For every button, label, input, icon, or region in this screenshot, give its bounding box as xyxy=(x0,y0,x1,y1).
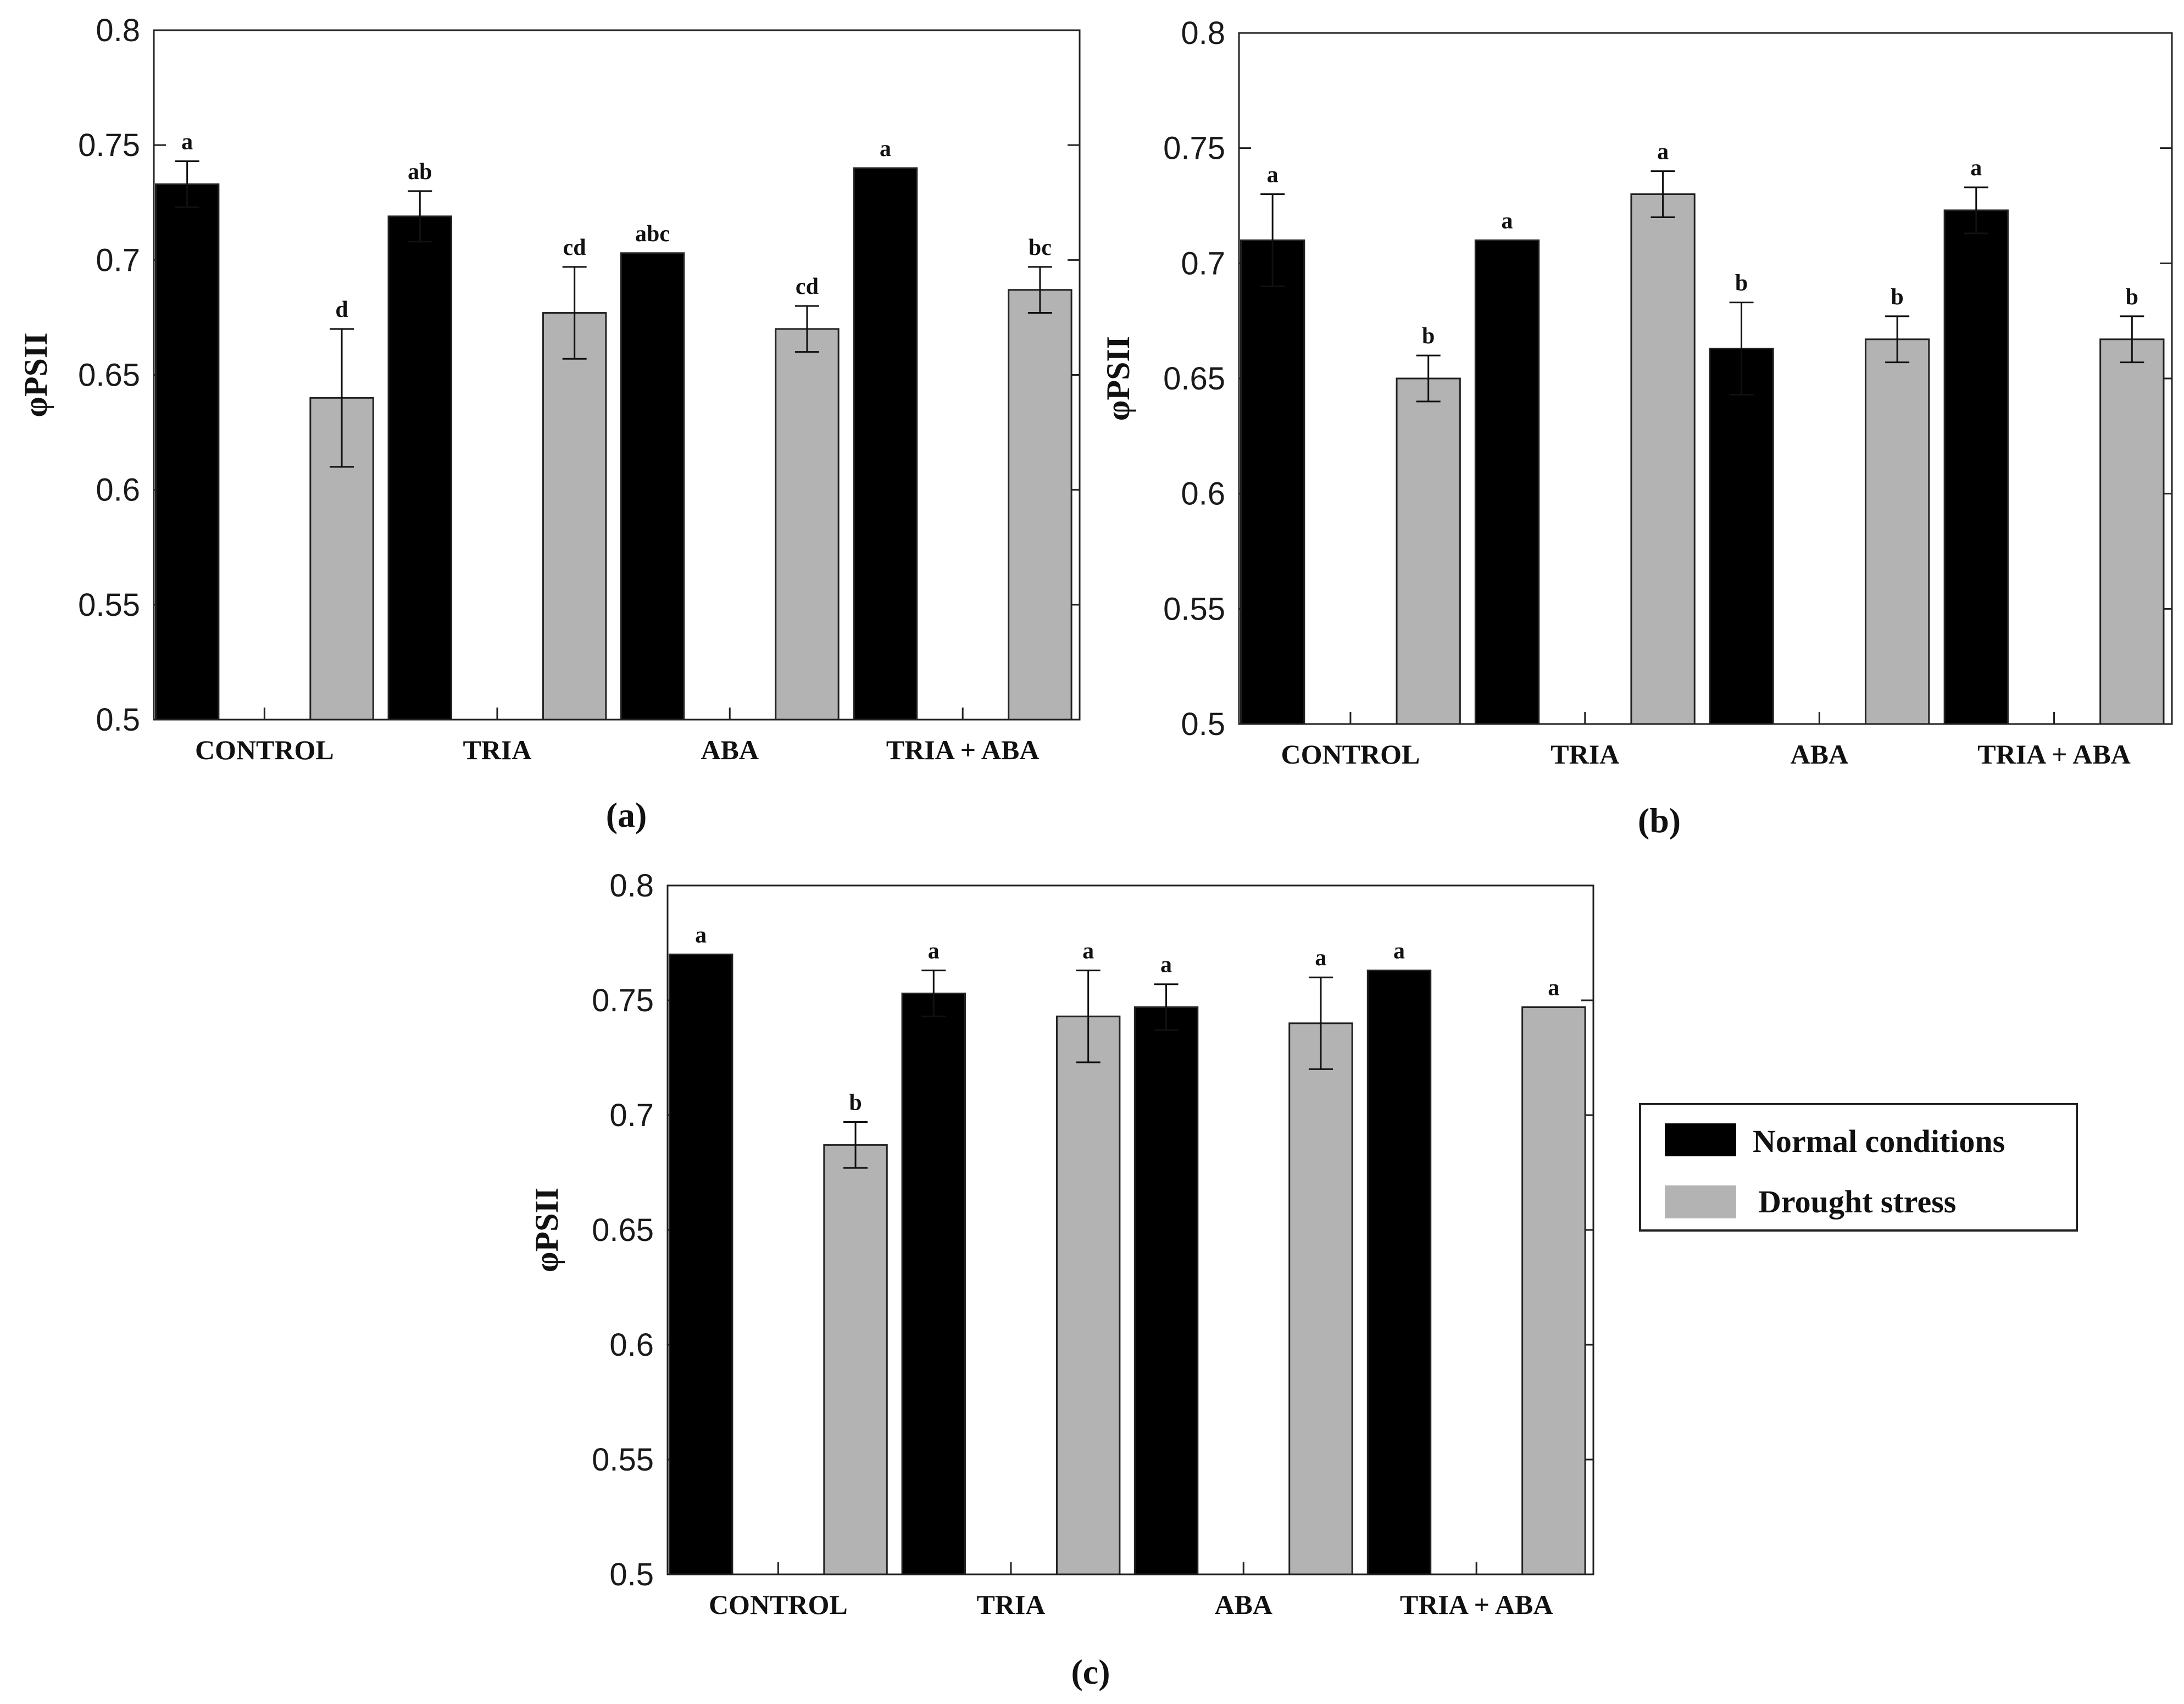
bar-normal xyxy=(668,953,733,1575)
bar-normal xyxy=(1709,347,1774,725)
bar-normal xyxy=(620,252,685,721)
y-tick-label: 0.5 xyxy=(609,1557,654,1592)
y-tick-label: 0.7 xyxy=(96,242,140,278)
x-category-label: TRIA xyxy=(976,1589,1045,1620)
y-tick-label: 0.6 xyxy=(609,1327,654,1363)
y-tick-label: 0.8 xyxy=(96,13,140,48)
significance-letter: a xyxy=(1502,208,1513,233)
x-category-label: CONTROL xyxy=(709,1589,848,1620)
plot-area-frame xyxy=(1238,32,2173,725)
panel-label-c: (c) xyxy=(1071,1652,1110,1691)
panel-b: (b) 0.5 0.55 0.6 0.65 0.7 0.75 0.8 φPSII CONTROL… xyxy=(1100,15,2173,840)
panel-label-a: (a) xyxy=(606,795,647,834)
y-tick-label: 0.65 xyxy=(592,1212,654,1248)
bar-drought xyxy=(1396,377,1461,725)
y-tick-label: 0.8 xyxy=(609,868,654,904)
significance-letter: d xyxy=(335,297,348,322)
significance-letter: a xyxy=(695,922,707,948)
y-tick-label: 0.75 xyxy=(78,127,140,163)
significance-letter: b xyxy=(1422,324,1435,349)
x-category-label: ABA xyxy=(1791,739,1849,770)
panel-c: (c) 0.5 0.55 0.6 0.65 0.7 0.75 0.8 φPSII CONTROL… xyxy=(529,868,1594,1691)
significance-letter: a xyxy=(1970,155,1982,181)
bar-drought xyxy=(823,1144,888,1575)
panel-label-b: (b) xyxy=(1638,801,1681,840)
significance-letter: a xyxy=(1657,140,1669,165)
bar-drought xyxy=(775,328,840,721)
significance-letter: a xyxy=(1315,945,1326,971)
bar-drought xyxy=(1864,338,1930,725)
bar-drought xyxy=(1008,289,1072,721)
plot-area-frame xyxy=(666,884,1594,1575)
bar-normal xyxy=(387,215,452,721)
x-category-label: TRIA xyxy=(1551,739,1619,770)
significance-letter: bc xyxy=(1029,235,1052,260)
y-tick-label: 0.75 xyxy=(1163,131,1225,166)
y-axis-label: φPSII xyxy=(18,332,54,417)
bar-drought xyxy=(542,312,607,721)
significance-letter: a xyxy=(1267,163,1279,188)
y-tick-label: 0.5 xyxy=(1181,706,1225,742)
legend-swatch-normal xyxy=(1665,1123,1736,1156)
x-category-label: TRIA + ABA xyxy=(886,734,1040,765)
x-category-label: TRIA + ABA xyxy=(1400,1589,1553,1620)
bar-normal xyxy=(1474,239,1540,725)
y-tick-label: 0.55 xyxy=(1163,591,1225,627)
y-tick-label: 0.6 xyxy=(1181,476,1225,512)
plot-area-frame xyxy=(153,29,1081,721)
bar-drought xyxy=(2099,338,2165,725)
bar-normal xyxy=(901,992,966,1575)
significance-letter: b xyxy=(2126,285,2138,310)
y-tick-label: 0.55 xyxy=(78,587,140,623)
x-category-label: CONTROL xyxy=(1281,739,1420,770)
bar-normal xyxy=(853,167,918,721)
x-category-label: ABA xyxy=(1214,1589,1272,1620)
bar-normal xyxy=(1240,239,1305,725)
bar-normal xyxy=(1366,970,1432,1575)
y-tick-label: 0.5 xyxy=(96,702,140,738)
significance-letter: b xyxy=(1891,285,1903,310)
bar-normal xyxy=(1943,209,2009,725)
significance-letter: a xyxy=(181,129,193,154)
y-tick-label: 0.6 xyxy=(96,472,140,508)
significance-letter: a xyxy=(1393,939,1405,964)
significance-letter: a xyxy=(880,136,891,162)
y-tick-label: 0.8 xyxy=(1181,15,1225,51)
y-tick-label: 0.7 xyxy=(1181,246,1225,281)
legend-swatch-drought xyxy=(1665,1185,1736,1218)
y-axis-label: φPSII xyxy=(529,1188,565,1272)
panel-a: (a) 0.5 0.55 0.6 0.65 0.7 0.75 0.8 φPSII CONTROL… xyxy=(18,13,1081,834)
significance-letter: b xyxy=(849,1090,862,1116)
y-tick-label: 0.65 xyxy=(1163,361,1225,397)
legend: Normal conditions Drought stress xyxy=(1639,1103,2078,1232)
x-category-label: ABA xyxy=(701,734,759,765)
bar-drought xyxy=(1521,1006,1586,1575)
x-category-label: TRIA + ABA xyxy=(1977,739,2131,770)
significance-letter: a xyxy=(1548,976,1559,1001)
significance-letter: abc xyxy=(635,221,670,247)
y-tick-label: 0.75 xyxy=(592,983,654,1018)
bar-normal xyxy=(1133,1006,1199,1575)
significance-letter: cd xyxy=(796,274,819,299)
significance-letter: a xyxy=(1160,953,1172,978)
y-tick-label: 0.65 xyxy=(78,358,140,393)
significance-letter: cd xyxy=(563,235,586,260)
significance-letter: b xyxy=(1735,271,1748,296)
y-tick-label: 0.55 xyxy=(592,1442,654,1478)
legend-label-drought: Drought stress xyxy=(1758,1184,1956,1219)
significance-letter: a xyxy=(928,939,940,964)
significance-letter: ab xyxy=(408,159,432,185)
y-axis-label: φPSII xyxy=(1100,336,1136,421)
bar-normal xyxy=(154,183,220,721)
y-tick-label: 0.7 xyxy=(609,1098,654,1133)
legend-label-normal: Normal conditions xyxy=(1753,1123,2005,1159)
bar-drought xyxy=(1630,193,1696,725)
bar-drought xyxy=(1288,1022,1353,1575)
bar-drought xyxy=(1055,1015,1121,1575)
x-category-label: TRIA xyxy=(463,734,531,765)
x-category-label: CONTROL xyxy=(195,734,334,765)
significance-letter: a xyxy=(1082,939,1094,964)
